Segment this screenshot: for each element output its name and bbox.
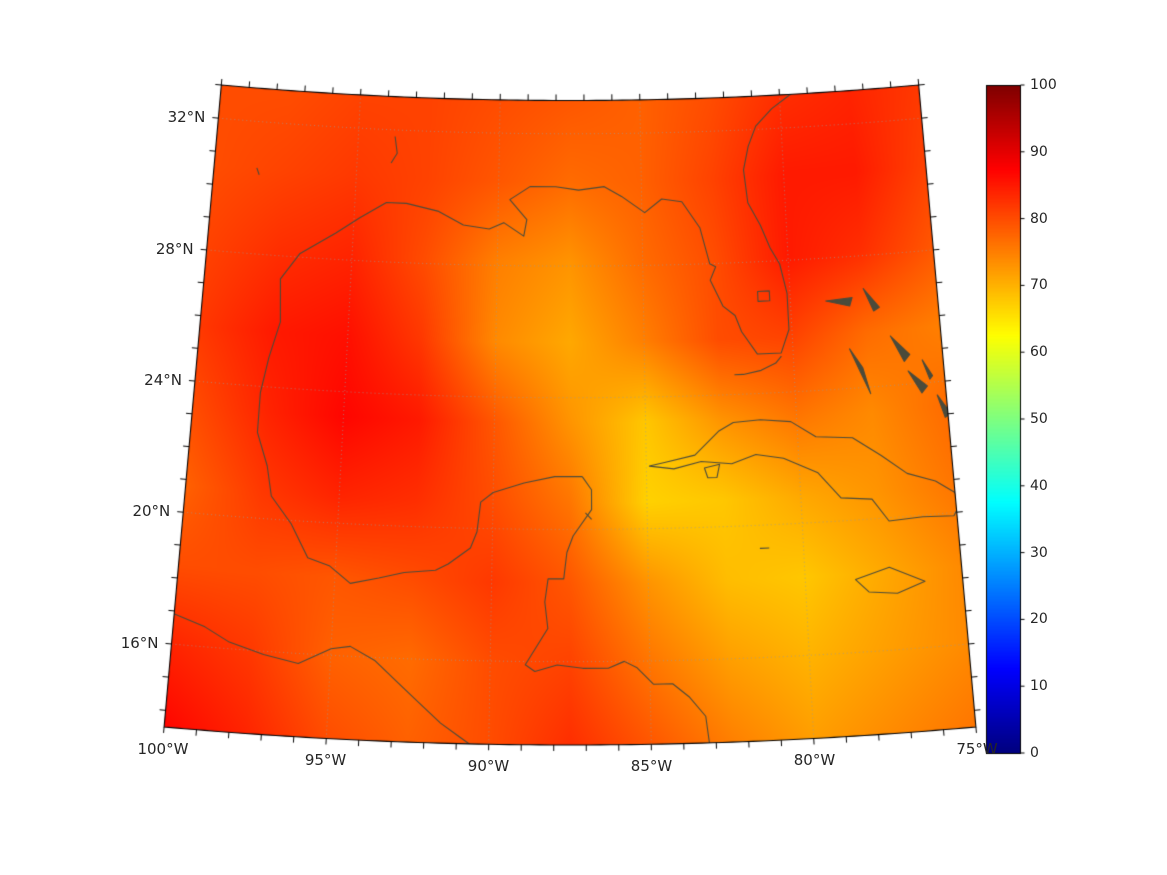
map-heatmap-canvas (0, 0, 1167, 875)
figure: 100°W 95°W 90°W 85°W 80°W 75°W 32°N 28°N 24°N 20°… (0, 0, 1167, 875)
